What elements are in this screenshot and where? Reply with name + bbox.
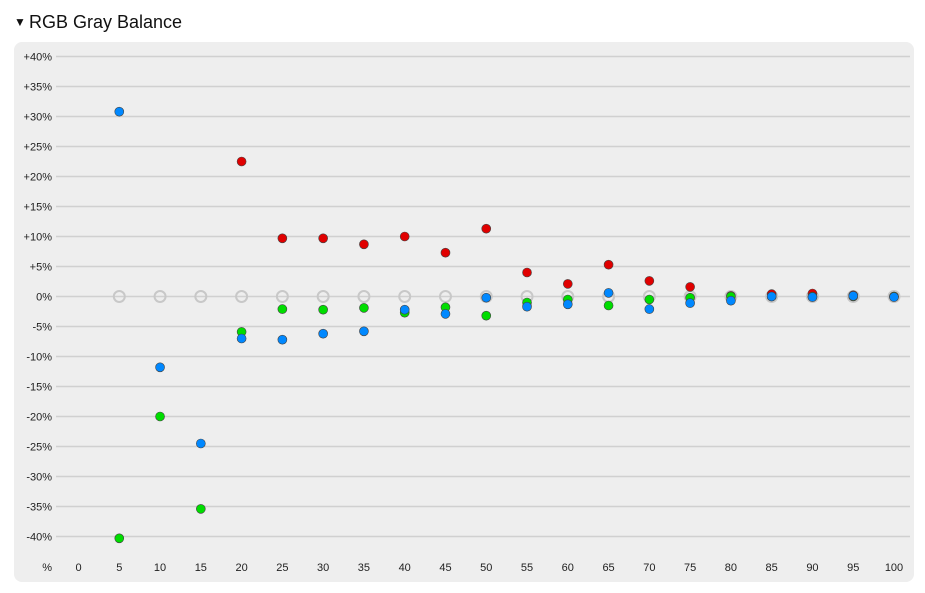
x-tick-label: 45	[439, 562, 451, 574]
blue-point	[603, 288, 614, 298]
x-tick-label: 30	[317, 562, 329, 574]
blue-point	[155, 362, 165, 373]
red-point	[359, 239, 369, 250]
reference-point	[316, 290, 330, 303]
x-tick-label: 95	[847, 562, 859, 574]
x-axis-ticks: % 0 5 10 15 20 25 30 35 40 45 50 55 60 65 70 75 80 85 90 95 1…	[42, 562, 903, 574]
x-tick-label: 20	[235, 562, 247, 574]
red-point	[440, 247, 451, 258]
blue-point	[726, 295, 736, 306]
triangle-down-icon: ▼	[14, 15, 26, 29]
y-tick-label: -40%	[26, 532, 52, 544]
blue-point	[236, 333, 247, 344]
blue-point	[196, 438, 206, 449]
reference-point	[398, 290, 412, 303]
blue-point	[644, 304, 655, 314]
y-tick-label: +5%	[30, 262, 53, 274]
red-point	[481, 223, 492, 234]
blue-point	[440, 309, 451, 319]
reference-point	[438, 290, 452, 303]
y-tick-label: 0%	[36, 292, 52, 304]
reference-point	[275, 290, 289, 303]
green-point	[114, 533, 125, 544]
green-point	[644, 294, 655, 305]
green-point	[359, 303, 369, 313]
blue-point	[359, 326, 369, 337]
y-tick-label: +25%	[24, 142, 53, 154]
x-tick-label: 75	[684, 562, 696, 574]
y-tick-label: +10%	[24, 232, 53, 244]
grid-lines	[56, 55, 910, 538]
reference-point	[112, 290, 126, 303]
blue-point	[889, 292, 899, 302]
x-tick-label: 10	[154, 562, 166, 574]
blue-point	[522, 301, 532, 312]
x-tick-label: 15	[195, 562, 207, 574]
green-point	[196, 504, 206, 514]
y-tick-label: +40%	[24, 52, 53, 64]
x-tick-label: 0	[75, 562, 81, 574]
blue-point	[399, 304, 410, 315]
x-tick-label: 100	[885, 562, 903, 574]
blue-point	[562, 299, 573, 310]
reference-point	[887, 290, 901, 303]
y-tick-label: -20%	[26, 412, 52, 424]
y-tick-label: +35%	[24, 82, 53, 94]
x-tick-label: 60	[562, 562, 574, 574]
x-tick-label: 70	[643, 562, 655, 574]
reference-point	[194, 290, 208, 303]
reference-point	[357, 290, 371, 303]
y-tick-label: -30%	[26, 472, 52, 484]
x-tick-label: 5	[116, 562, 122, 574]
green-point	[277, 304, 288, 314]
blue-point	[481, 292, 492, 303]
red-point	[562, 279, 573, 289]
x-tick-label: 50	[480, 562, 492, 574]
red-point	[236, 156, 247, 167]
x-unit-label: %	[42, 562, 52, 574]
data-points	[112, 106, 901, 544]
blue-point	[685, 298, 695, 308]
y-tick-label: -15%	[26, 382, 52, 394]
red-point	[277, 233, 288, 244]
x-tick-label: 90	[806, 562, 818, 574]
green-point	[155, 411, 165, 422]
gray-balance-chart: +40% +35% +30% +25% +20% +15% +10% +5% 0% -5% -10%…	[24, 52, 910, 574]
y-tick-label: -10%	[26, 352, 52, 364]
y-tick-label: -25%	[26, 442, 52, 454]
reference-point	[235, 290, 249, 303]
section-title: RGB Gray Balance	[29, 11, 183, 32]
x-tick-label: 80	[725, 562, 737, 574]
x-tick-label: 25	[276, 562, 288, 574]
red-point	[644, 276, 655, 286]
red-point	[318, 233, 328, 244]
y-tick-label: -35%	[26, 502, 52, 514]
y-tick-label: +15%	[24, 202, 53, 214]
reference-point	[153, 290, 167, 303]
blue-point	[848, 291, 859, 301]
blue-point	[807, 292, 818, 302]
blue-point	[114, 106, 125, 117]
red-point	[685, 282, 695, 292]
red-point	[522, 267, 532, 278]
blue-point	[766, 291, 777, 302]
x-tick-label: 55	[521, 562, 533, 574]
green-point	[603, 300, 614, 311]
y-axis-ticks: +40% +35% +30% +25% +20% +15% +10% +5% 0% -5% -10%…	[24, 52, 53, 544]
x-tick-label: 85	[766, 562, 778, 574]
green-point	[318, 304, 328, 315]
x-tick-label: 35	[358, 562, 370, 574]
y-tick-label: +30%	[24, 112, 53, 124]
x-tick-label: 65	[602, 562, 614, 574]
blue-point	[277, 334, 288, 345]
section-toggle[interactable]: ▼ RGB Gray Balance	[14, 10, 182, 34]
green-point	[481, 310, 492, 321]
y-tick-label: +20%	[24, 172, 53, 184]
red-point	[399, 231, 410, 242]
y-tick-label: -5%	[32, 322, 52, 334]
blue-point	[318, 328, 328, 339]
red-point	[603, 259, 614, 270]
x-tick-label: 40	[399, 562, 411, 574]
chart-panel: +40% +35% +30% +25% +20% +15% +10% +5% 0% -5% -10%…	[14, 42, 914, 582]
